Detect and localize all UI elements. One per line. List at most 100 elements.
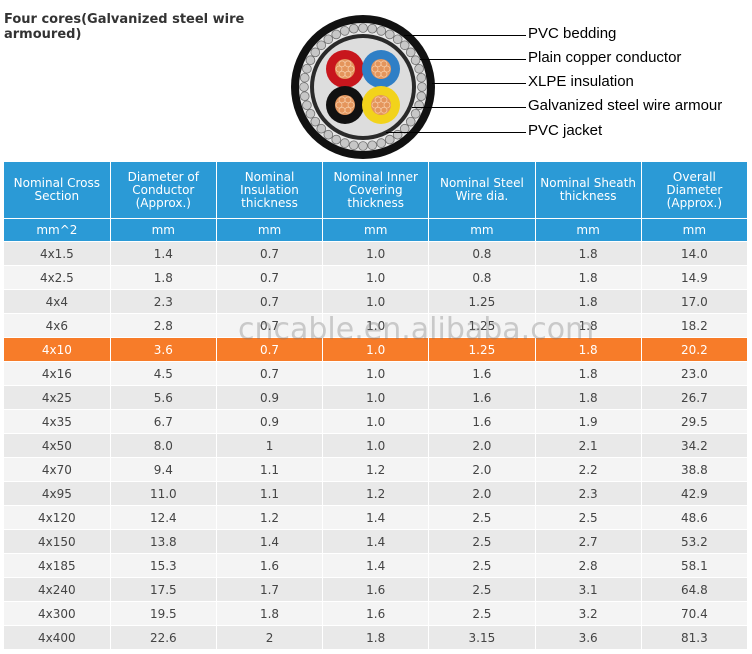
page-title: Four cores(Galvanized steel wire armoure… [4,12,245,42]
table-row: 4x185 15.3 1.6 1.4 2.5 2.8 58.1 [4,553,749,578]
table-cell: 1.0 [322,409,430,434]
table-cell: 18.2 [641,313,749,338]
table-cell: 48.6 [641,505,749,530]
table-cell: 1.25 [428,337,536,362]
table-cell: 1.6 [428,385,536,410]
table-cell: 2.0 [428,481,536,506]
column-header: Overall Diameter (Approx.) [641,162,749,219]
table-cell: 1.7 [216,577,324,602]
callout-line [412,107,526,108]
table-cell: 2.3 [110,289,217,314]
callout-line [432,83,526,84]
table-row: 4x150 13.8 1.4 1.4 2.5 2.7 53.2 [4,529,749,554]
callout-label: PVC jacket [528,122,603,139]
table-cell: 15.3 [110,553,217,578]
table-cell: 12.4 [110,505,217,530]
table-cell: 4x120 [4,505,111,530]
table-cell: 34.2 [641,433,749,458]
table-cell: 22.6 [110,625,217,650]
table-cell: 1.0 [322,361,430,386]
table-row: 4x50 8.0 1 1.0 2.0 2.1 34.2 [4,433,749,458]
table-cell: 3.1 [535,577,642,602]
table-cell: 5.6 [110,385,217,410]
table-cell: 4x95 [4,481,111,506]
table-cell: 4x400 [4,625,111,650]
table-cell: 1.0 [322,385,430,410]
unit-cell: mm [535,218,642,242]
table-cell: 2.8 [110,313,217,338]
cable-spec-table: Nominal Cross Section Diameter of Conduct… [4,162,749,650]
table-cell: 4x10 [4,337,111,362]
table-cell: 42.9 [641,481,749,506]
table-cell: 1.2 [216,505,324,530]
cable-core-icon [326,86,364,124]
callout-line [404,35,526,36]
table-cell: 19.5 [110,601,217,626]
callout-label: XLPE insulation [528,73,634,90]
table-cell: 3.6 [535,625,642,650]
table-cell: 14.9 [641,265,749,290]
table-cell: 64.8 [641,577,749,602]
table-cell: 1.0 [322,433,430,458]
table-cell: 4x35 [4,409,111,434]
table-row: 4x16 4.5 0.7 1.0 1.6 1.8 23.0 [4,361,749,386]
table-row: 4x95 11.0 1.1 1.2 2.0 2.3 42.9 [4,481,749,506]
table-cell: 2.5 [428,505,536,530]
table-cell: 1.8 [535,289,642,314]
callout-line [386,132,526,133]
table-row: 4x300 19.5 1.8 1.6 2.5 3.2 70.4 [4,601,749,626]
table-cell: 1.9 [535,409,642,434]
table-cell: 4x2.5 [4,265,111,290]
unit-cell: mm [428,218,536,242]
table-cell: 2.5 [428,529,536,554]
table-cell: 1.8 [110,265,217,290]
table-units-row: mm^2 mm mm mm mm mm mm [4,218,749,242]
table-cell: 0.7 [216,361,324,386]
table-cell: 11.0 [110,481,217,506]
table-cell: 3.2 [535,601,642,626]
table-cell: 53.2 [641,529,749,554]
table-cell: 81.3 [641,625,749,650]
unit-cell: mm [216,218,324,242]
table-cell: 1.0 [322,313,430,338]
table-cell: 1.8 [535,385,642,410]
table-cell: 4x70 [4,457,111,482]
table-cell: 1.8 [535,337,642,362]
table-cell: 0.7 [216,241,324,266]
table-cell: 1 [216,433,324,458]
table-cell: 4x150 [4,529,111,554]
table-cell: 1.0 [322,337,430,362]
table-cell: 2.5 [428,553,536,578]
table-cell: 4x50 [4,433,111,458]
table-cell: 14.0 [641,241,749,266]
table-cell: 1.25 [428,289,536,314]
table-cell: 4x300 [4,601,111,626]
table-row: 4x4 2.3 0.7 1.0 1.25 1.8 17.0 [4,289,749,314]
table-cell: 4x1.5 [4,241,111,266]
table-cell: 1.4 [110,241,217,266]
table-cell: 0.7 [216,337,324,362]
table-row: 4x120 12.4 1.2 1.4 2.5 2.5 48.6 [4,505,749,530]
table-cell: 1.8 [322,625,430,650]
table-cell: 70.4 [641,601,749,626]
column-header: Nominal Inner Covering thickness [322,162,430,219]
table-cell: 38.8 [641,457,749,482]
cable-core-icon [326,50,364,88]
table-cell: 2 [216,625,324,650]
column-header: Diameter of Conductor (Approx.) [110,162,217,219]
table-cell: 6.7 [110,409,217,434]
table-row: 4x6 2.8 0.7 1.0 1.25 1.8 18.2 [4,313,749,338]
table-cell: 9.4 [110,457,217,482]
callout-line [420,59,526,60]
column-header: Nominal Insulation thickness [216,162,324,219]
callout-label: Plain copper conductor [528,49,682,66]
unit-cell: mm [641,218,749,242]
table-cell: 1.0 [322,241,430,266]
table-cell: 4x240 [4,577,111,602]
table-row: 4x240 17.5 1.7 1.6 2.5 3.1 64.8 [4,577,749,602]
table-cell: 2.5 [535,505,642,530]
table-cell: 1.6 [216,553,324,578]
table-cell: 1.25 [428,313,536,338]
table-cell: 4x16 [4,361,111,386]
table-cell: 1.4 [322,529,430,554]
